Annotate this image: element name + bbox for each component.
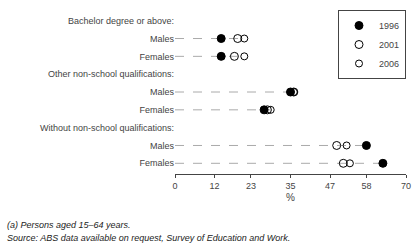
svg-text:Females: Females (139, 52, 174, 62)
svg-text:12: 12 (210, 181, 220, 191)
svg-text:Without non-school qualificati: Without non-school qualifications: (40, 123, 174, 133)
svg-text:2001: 2001 (379, 40, 399, 50)
svg-text:Source: ABS data available on: Source: ABS data available on request, S… (7, 233, 290, 243)
svg-text:35: 35 (285, 181, 295, 191)
svg-text:0: 0 (172, 181, 177, 191)
svg-text:58: 58 (361, 181, 371, 191)
svg-text:Males: Males (150, 87, 175, 97)
svg-text:Females: Females (139, 158, 174, 168)
svg-text:47: 47 (325, 181, 335, 191)
svg-text:23: 23 (246, 181, 256, 191)
svg-text:70: 70 (401, 181, 411, 191)
svg-text:%: % (286, 192, 295, 203)
svg-text:Other non-school qualification: Other non-school qualifications: (48, 69, 174, 79)
svg-text:Females: Females (139, 105, 174, 115)
svg-text:(a) Persons aged 15–64 years.: (a) Persons aged 15–64 years. (7, 220, 131, 230)
svg-text:1996: 1996 (379, 21, 399, 31)
svg-text:Males: Males (150, 34, 175, 44)
svg-text:Males: Males (150, 141, 175, 151)
svg-text:2006: 2006 (379, 59, 399, 69)
svg-text:Bachelor degree or above:: Bachelor degree or above: (68, 16, 174, 26)
